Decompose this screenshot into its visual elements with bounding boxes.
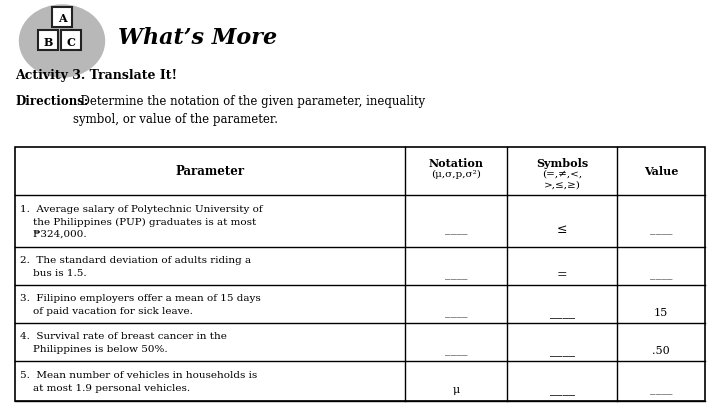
- Text: Directions:: Directions:: [15, 95, 89, 108]
- Text: (=,≠,<,: (=,≠,<,: [542, 170, 582, 179]
- Text: ____: ____: [549, 306, 575, 319]
- Text: ₱324,000.: ₱324,000.: [20, 229, 86, 238]
- Text: B: B: [43, 36, 53, 47]
- Text: .50: .50: [652, 345, 670, 355]
- Text: Symbols: Symbols: [536, 157, 588, 169]
- Text: bus is 1.5.: bus is 1.5.: [20, 268, 86, 277]
- Text: Parameter: Parameter: [176, 165, 245, 178]
- Text: at most 1.9 personal vehicles.: at most 1.9 personal vehicles.: [20, 383, 190, 392]
- Text: ____: ____: [549, 344, 575, 357]
- Text: ____: ____: [649, 225, 672, 234]
- Text: μ: μ: [452, 384, 459, 394]
- Text: 5.  Mean number of vehicles in households is: 5. Mean number of vehicles in households…: [20, 370, 257, 379]
- Text: 1.  Average salary of Polytechnic University of: 1. Average salary of Polytechnic Univers…: [20, 204, 263, 213]
- Text: ____: ____: [445, 345, 467, 355]
- Text: ____: ____: [445, 225, 467, 234]
- FancyBboxPatch shape: [52, 8, 72, 28]
- Text: >,≤,≥): >,≤,≥): [544, 180, 580, 189]
- Text: of paid vacation for sick leave.: of paid vacation for sick leave.: [20, 306, 193, 315]
- Text: ____: ____: [445, 270, 467, 279]
- Text: 2.  The standard deviation of adults riding a: 2. The standard deviation of adults ridi…: [20, 256, 251, 265]
- Text: =: =: [557, 268, 567, 281]
- Text: 15: 15: [654, 307, 668, 317]
- Text: ____: ____: [649, 384, 672, 394]
- Text: What’s More: What’s More: [118, 27, 277, 49]
- FancyBboxPatch shape: [61, 31, 81, 51]
- Text: 3.  Filipino employers offer a mean of 15 days: 3. Filipino employers offer a mean of 15…: [20, 294, 261, 303]
- Text: the Philippines (PUP) graduates is at most: the Philippines (PUP) graduates is at mo…: [20, 217, 256, 226]
- Ellipse shape: [19, 6, 104, 78]
- Text: Activity 3. Translate It!: Activity 3. Translate It!: [15, 68, 177, 81]
- Text: C: C: [66, 36, 76, 47]
- Text: (μ,σ,p,σ²): (μ,σ,p,σ²): [431, 170, 481, 179]
- Text: Determine the notation of the given parameter, inequality
symbol, or value of th: Determine the notation of the given para…: [73, 95, 425, 126]
- Text: A: A: [58, 13, 66, 25]
- Text: ≤: ≤: [557, 223, 567, 236]
- Text: 4.  Survival rate of breast cancer in the: 4. Survival rate of breast cancer in the: [20, 331, 227, 340]
- Text: ____: ____: [549, 382, 575, 396]
- Text: Philippines is below 50%.: Philippines is below 50%.: [20, 344, 168, 353]
- Text: ____: ____: [649, 270, 672, 279]
- FancyBboxPatch shape: [38, 31, 58, 51]
- Text: ____: ____: [445, 307, 467, 317]
- Text: Notation: Notation: [428, 157, 484, 169]
- Text: Value: Value: [644, 166, 678, 177]
- Bar: [15, 148, 705, 401]
